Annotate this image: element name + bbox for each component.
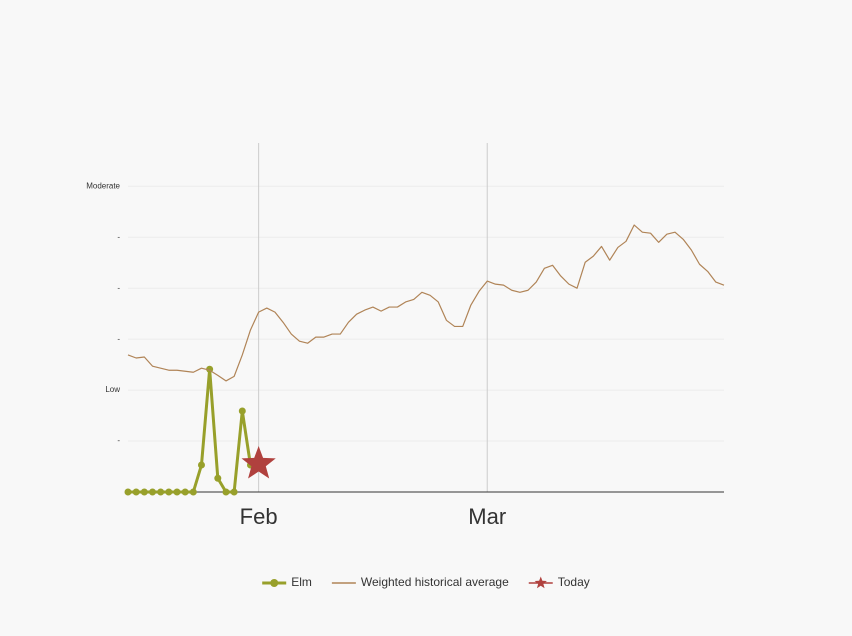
legend-swatch [534, 576, 547, 589]
point [173, 488, 181, 496]
point [238, 407, 246, 415]
y-tick-label: Moderate [86, 181, 120, 190]
series-line [128, 367, 252, 494]
legend-item: Today [528, 575, 590, 589]
y-tick-label: - [117, 334, 120, 343]
legend-item: Weighted historical average [331, 575, 509, 589]
point [124, 488, 132, 496]
legend-label: Elm [291, 575, 312, 589]
x-tick-label: Feb [240, 504, 278, 529]
series-line [127, 224, 725, 382]
point [222, 488, 230, 496]
y-tick-label: - [117, 283, 120, 292]
point [148, 488, 156, 496]
today-marker [241, 445, 276, 479]
point [157, 488, 165, 496]
point [189, 488, 197, 496]
legend-label: Today [558, 575, 590, 589]
point [214, 474, 222, 482]
legend-item: Elm [262, 575, 312, 589]
legend: Elm Weighted historical average Today [262, 575, 590, 589]
point [181, 488, 189, 496]
point [140, 488, 148, 496]
point [197, 461, 205, 469]
y-tick-label: Low [105, 385, 120, 394]
legend-label: Weighted historical average [361, 575, 509, 589]
point [230, 488, 238, 496]
y-tick-label: - [117, 232, 120, 241]
point [165, 488, 173, 496]
x-tick-label: Mar [468, 504, 506, 529]
y-tick-label: - [117, 436, 120, 445]
legend-swatch [270, 579, 279, 587]
point [132, 488, 140, 496]
